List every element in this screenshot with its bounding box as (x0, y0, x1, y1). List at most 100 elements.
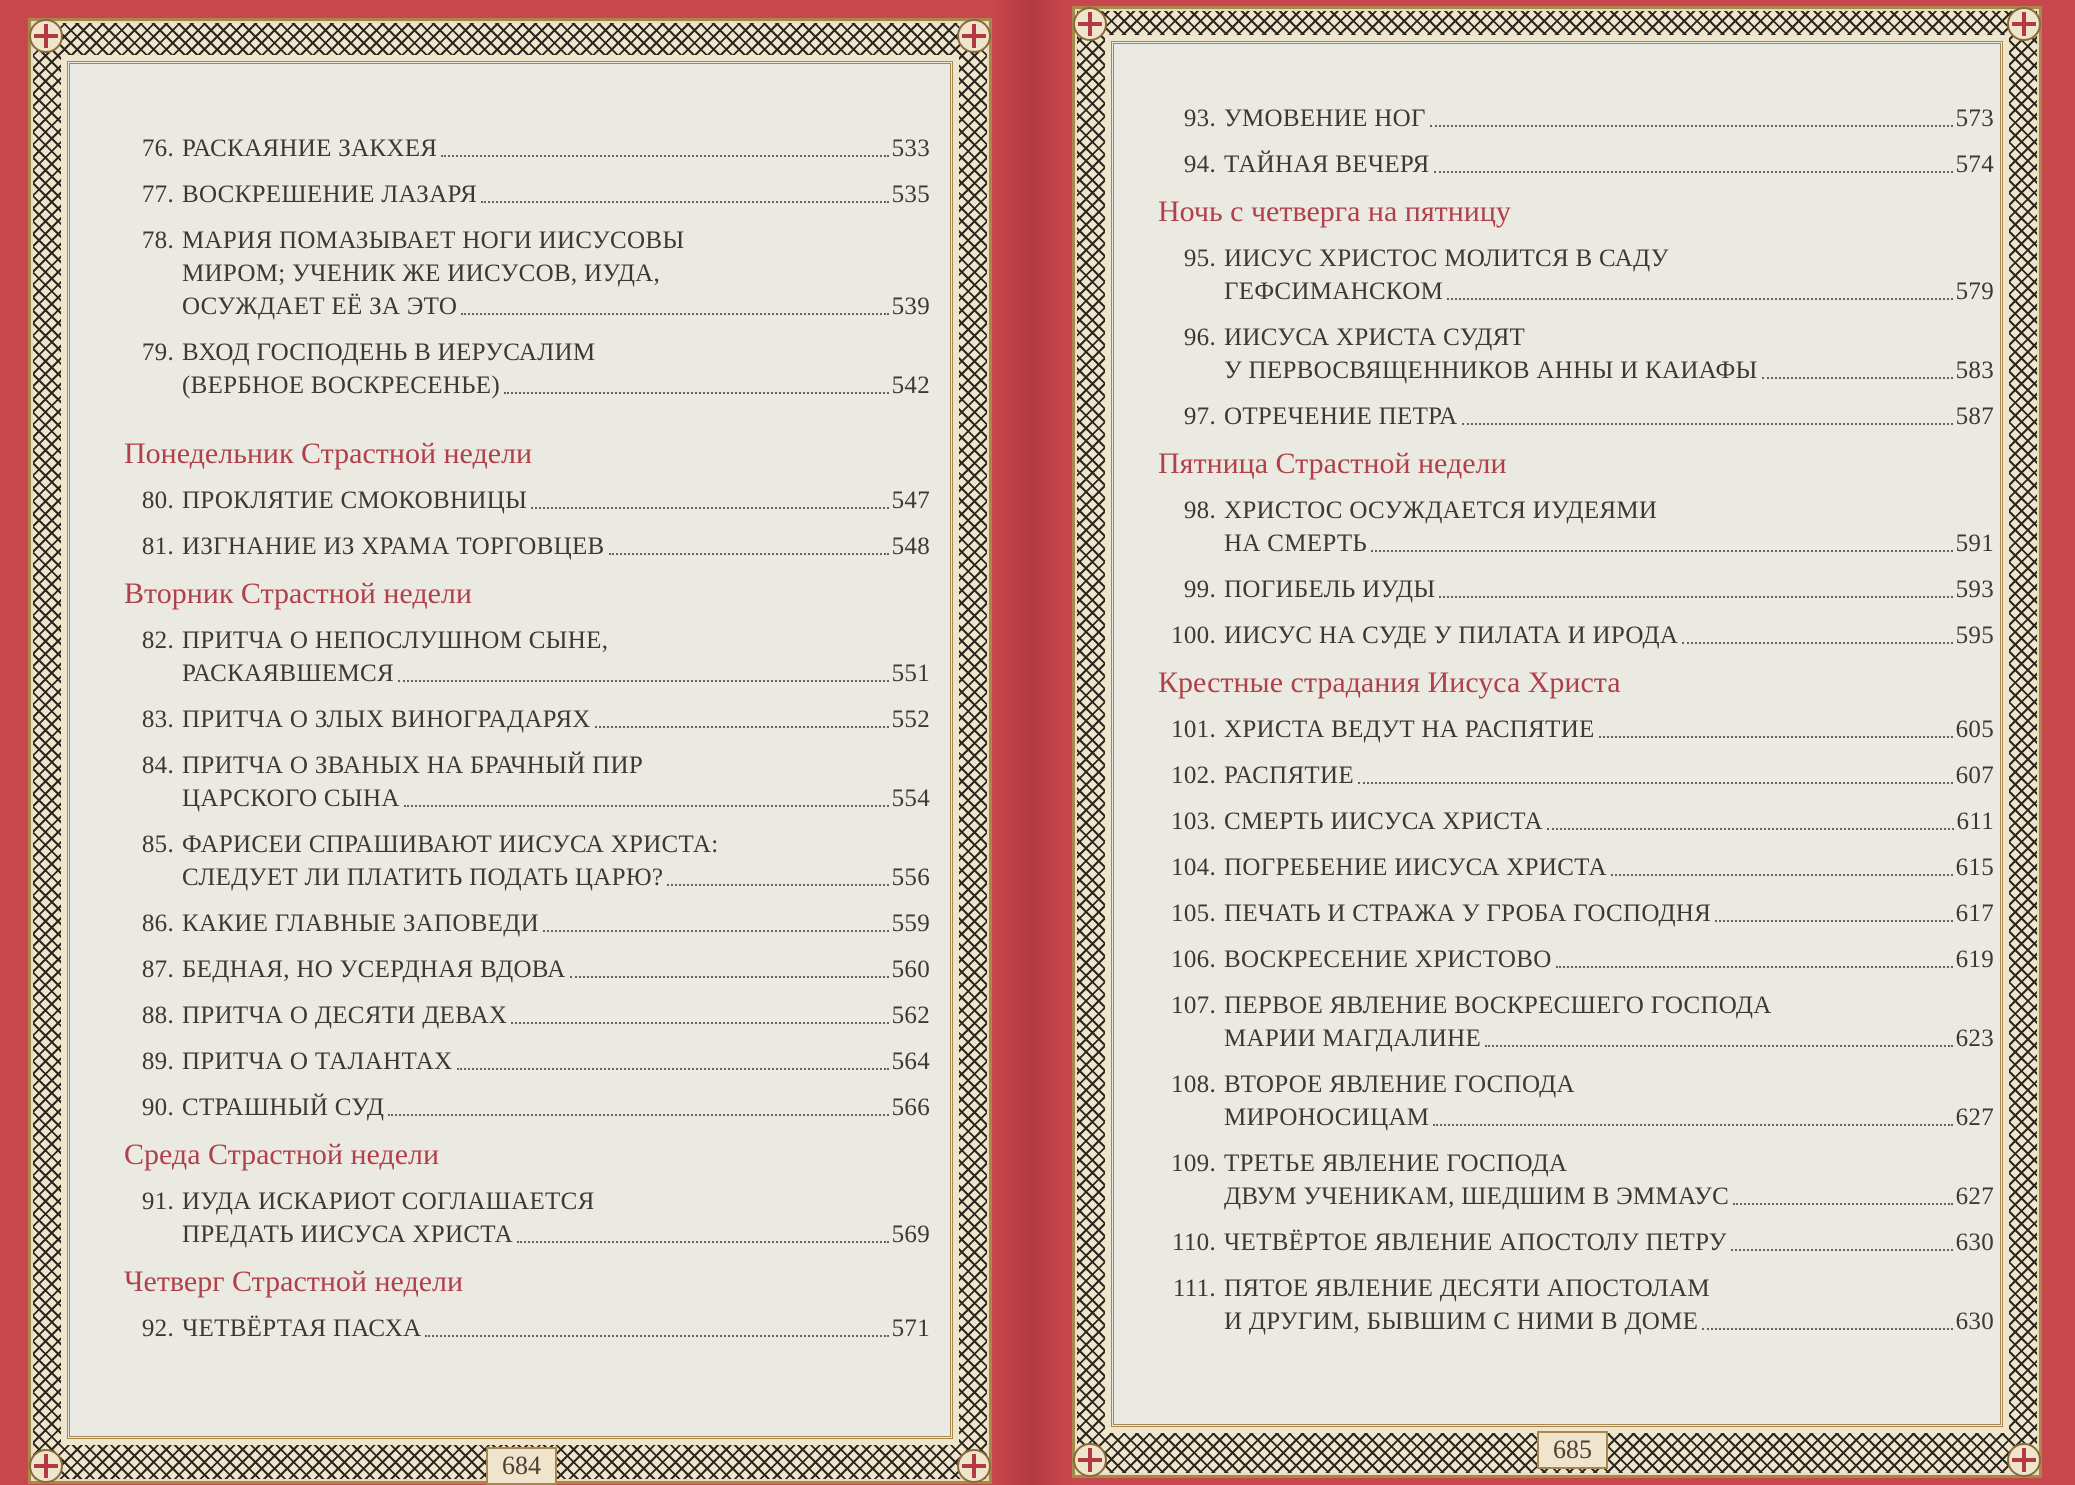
toc-entry[interactable]: 105. ПЕЧАТЬ И СТРАЖА У ГРОБА ГОСПОДНЯ 617 (1164, 897, 1994, 930)
entry-number: 87. (141, 956, 174, 983)
entry-title-line: ТАЙНАЯ ВЕЧЕРЯ 574 (1224, 148, 1994, 181)
entry-title-text: ПОГРЕБЕНИЕ ИИСУСА ХРИСТА (1224, 854, 1607, 881)
entry-page-number: 611 (1956, 808, 1994, 835)
dot-leader (1730, 1249, 1953, 1251)
entry-title-line: ЧЕТВЁРТОЕ ЯВЛЕНИЕ АПОСТОЛУ ПЕТРУ 630 (1224, 1226, 1994, 1259)
toc-entry[interactable]: 82. ПРИТЧА О НЕПОСЛУШНОМ СЫНЕ, РАСКАЯВШЕМС… (130, 624, 930, 690)
dot-leader (1371, 550, 1953, 552)
entry-page-number: 615 (1955, 854, 1994, 881)
entry-number: 102. (1171, 762, 1216, 789)
entry-title-line: ПРИТЧА О ТАЛАНТАХ 564 (182, 1045, 930, 1078)
toc-entry[interactable]: 93. УМОВЕНИЕ НОГ 573 (1164, 102, 1994, 135)
entry-title: ПЯТОЕ ЯВЛЕНИЕ ДЕСЯТИ АПОСТОЛАМ И ДРУГИМ, … (1224, 1272, 1994, 1338)
toc-entry[interactable]: 107. ПЕРВОЕ ЯВЛЕНИЕ ВОСКРЕСШЕГО ГОСПОДА МА… (1164, 989, 1994, 1055)
entry-page-number: 560 (891, 956, 930, 983)
entry-title-text: И ДРУГИМ, БЫВШИМ С НИМИ В ДОМЕ (1224, 1308, 1699, 1335)
entry-title-line: ИЗГНАНИЕ ИЗ ХРАМА ТОРГОВЦЕВ 548 (182, 530, 930, 563)
toc-entry[interactable]: 89. ПРИТЧА О ТАЛАНТАХ 564 (130, 1045, 930, 1078)
toc-entry[interactable]: 81. ИЗГНАНИЕ ИЗ ХРАМА ТОРГОВЦЕВ 548 (130, 530, 930, 563)
toc-entry[interactable]: 100. ИИСУС НА СУДЕ У ПИЛАТА И ИРОДА 595 (1164, 619, 1994, 652)
entry-page-number: 566 (891, 1094, 930, 1121)
dot-leader (1461, 423, 1953, 425)
entry-page-number: 605 (1955, 716, 1994, 743)
toc-entry[interactable]: 95. ИИСУС ХРИСТОС МОЛИТСЯ В САДУ ГЕФСИМАНС… (1164, 242, 1994, 308)
entry-number: 95. (1183, 245, 1216, 272)
entry-title-text: НА СМЕРТЬ (1224, 530, 1368, 557)
toc-entry[interactable]: 86. КАКИЕ ГЛАВНЫЕ ЗАПОВЕДИ 559 (130, 907, 930, 940)
corner-rosette-icon (1073, 7, 1107, 41)
toc-entry[interactable]: 98. ХРИСТОС ОСУЖДАЕТСЯ ИУДЕЯМИ НА СМЕРТЬ 59… (1164, 494, 1994, 560)
entry-number: 94. (1183, 151, 1216, 178)
toc-entry[interactable]: 83. ПРИТЧА О ЗЛЫХ ВИНОГРАДАРЯХ 552 (130, 703, 930, 736)
toc-entry[interactable]: 91. ИУДА ИСКАРИОТ СОГЛАШАЕТСЯ ПРЕДАТЬ ИИСУ… (130, 1185, 930, 1251)
entry-number: 91. (141, 1188, 174, 1215)
entry-title-line: ХРИСТА ВЕДУТ НА РАСПЯТИЕ 605 (1224, 713, 1994, 746)
entry-title: УМОВЕНИЕ НОГ 573 (1224, 102, 1994, 135)
toc-entry[interactable]: 85. ФАРИСЕИ СПРАШИВАЮТ ИИСУСА ХРИСТА: СЛЕД… (130, 828, 930, 894)
entry-title-text: ИЗГНАНИЕ ИЗ ХРАМА ТОРГОВЦЕВ (182, 533, 605, 560)
dot-leader (1433, 1124, 1953, 1126)
entry-page-number: 554 (891, 785, 930, 812)
dot-leader (542, 930, 889, 932)
toc-entry[interactable]: 111. ПЯТОЕ ЯВЛЕНИЕ ДЕСЯТИ АПОСТОЛАМ И ДРУГ… (1164, 1272, 1994, 1338)
toc-entry[interactable]: 76. РАСКАЯНИЕ ЗАКХЕЯ 533 (130, 132, 930, 165)
dot-leader (1357, 782, 1953, 784)
entry-title-line: И ДРУГИМ, БЫВШИМ С НИМИ В ДОМЕ 630 (1224, 1305, 1994, 1338)
entry-page-number: 552 (891, 706, 930, 733)
entry-title-text: ВОСКРЕСЕНИЕ ХРИСТОВО (1224, 946, 1552, 973)
toc-entry[interactable]: 87. БЕДНАЯ, НО УСЕРДНАЯ ВДОВА 560 (130, 953, 930, 986)
entry-number: 90. (141, 1094, 174, 1121)
toc-entry[interactable]: 80. ПРОКЛЯТИЕ СМОКОВНИЦЫ 547 (130, 484, 930, 517)
entry-title-text: ИИСУС НА СУДЕ У ПИЛАТА И ИРОДА (1224, 622, 1679, 649)
toc-entry[interactable]: 103. СМЕРТЬ ИИСУСА ХРИСТА 611 (1164, 805, 1994, 838)
entry-title-text: ПЕЧАТЬ И СТРАЖА У ГРОБА ГОСПОДНЯ (1224, 900, 1712, 927)
toc-entry[interactable]: 110. ЧЕТВЁРТОЕ ЯВЛЕНИЕ АПОСТОЛУ ПЕТРУ 630 (1164, 1226, 1994, 1259)
entry-number: 109. (1171, 1150, 1216, 1177)
toc-entry[interactable]: 78. МАРИЯ ПОМАЗЫВАЕТ НОГИ ИИСУСОВЫ МИРОМ; … (130, 224, 930, 323)
section-heading: Четверг Страстной недели (124, 1265, 464, 1298)
dot-leader (608, 553, 889, 555)
entry-page-number: 559 (891, 910, 930, 937)
toc-entry[interactable]: 96. ИИСУСА ХРИСТА СУДЯТ У ПЕРВОСВЯЩЕННИКОВ… (1164, 321, 1994, 387)
entry-title: СМЕРТЬ ИИСУСА ХРИСТА 611 (1224, 805, 1994, 838)
book-gutter (990, 0, 1070, 1485)
entry-title-line: У ПЕРВОСВЯЩЕННИКОВ АННЫ И КАИАФЫ 583 (1224, 354, 1994, 387)
entry-title-text: МИРОМ; УЧЕНИК ЖЕ ИИСУСОВ, ИУДА, (182, 260, 661, 287)
entry-title: ХРИСТОС ОСУЖДАЕТСЯ ИУДЕЯМИ НА СМЕРТЬ 591 (1224, 494, 1994, 560)
entry-number: 80. (141, 487, 174, 514)
entry-title-line: СМЕРТЬ ИИСУСА ХРИСТА 611 (1224, 805, 1994, 838)
entry-title-line: НА СМЕРТЬ 591 (1224, 527, 1994, 560)
toc-entry[interactable]: 104. ПОГРЕБЕНИЕ ИИСУСА ХРИСТА 615 (1164, 851, 1994, 884)
toc-entry[interactable]: 97. ОТРЕЧЕНИЕ ПЕТРА 587 (1164, 400, 1994, 433)
toc-entry[interactable]: 94. ТАЙНАЯ ВЕЧЕРЯ 574 (1164, 148, 1994, 181)
dot-leader (569, 976, 889, 978)
entry-title-text: (ВЕРБНОЕ ВОСКРЕСЕНЬЕ) (182, 372, 500, 399)
toc-entry[interactable]: 88. ПРИТЧА О ДЕСЯТИ ДЕВАХ 562 (130, 999, 930, 1032)
toc-entry[interactable]: 90. СТРАШНЫЙ СУД 566 (130, 1091, 930, 1124)
toc-entry[interactable]: 109. ТРЕТЬЕ ЯВЛЕНИЕ ГОСПОДА ДВУМ УЧЕНИКАМ,… (1164, 1147, 1994, 1213)
entry-title-line: ПОГИБЕЛЬ ИУДЫ 593 (1224, 573, 1994, 606)
toc-entry[interactable]: 101. ХРИСТА ВЕДУТ НА РАСПЯТИЕ 605 (1164, 713, 1994, 746)
toc-entry[interactable]: 92. ЧЕТВЁРТАЯ ПАСХА 571 (130, 1312, 930, 1345)
entry-title: ПЕРВОЕ ЯВЛЕНИЕ ВОСКРЕСШЕГО ГОСПОДА МАРИИ … (1224, 989, 1994, 1055)
entry-page-number: 623 (1955, 1025, 1994, 1052)
entry-title-line: ЦАРСКОГО СЫНА 554 (182, 782, 930, 815)
entry-title-text: ПОГИБЕЛЬ ИУДЫ (1224, 576, 1436, 603)
entry-title-text: ЧЕТВЁРТАЯ ПАСХА (182, 1315, 422, 1342)
dot-leader (397, 680, 889, 682)
toc-entry[interactable]: 108. ВТОРОЕ ЯВЛЕНИЕ ГОСПОДА МИРОНОСИЦАМ 627 (1164, 1068, 1994, 1134)
toc-entry[interactable]: 77. ВОСКРЕШЕНИЕ ЛАЗАРЯ 535 (130, 178, 930, 211)
toc-entry[interactable]: 106. ВОСКРЕСЕНИЕ ХРИСТОВО 619 (1164, 943, 1994, 976)
dot-leader (456, 1068, 889, 1070)
toc-entry[interactable]: 99. ПОГИБЕЛЬ ИУДЫ 593 (1164, 573, 1994, 606)
entry-title: ВХОД ГОСПОДЕНЬ В ИЕРУСАЛИМ (ВЕРБНОЕ ВОСКР… (182, 336, 930, 402)
entry-page-number: 551 (891, 660, 930, 687)
toc-entry[interactable]: 79. ВХОД ГОСПОДЕНЬ В ИЕРУСАЛИМ (ВЕРБНОЕ ВО… (130, 336, 930, 402)
entry-title-text: СМЕРТЬ ИИСУСА ХРИСТА (1224, 808, 1543, 835)
entry-title-line: КАКИЕ ГЛАВНЫЕ ЗАПОВЕДИ 559 (182, 907, 930, 940)
entry-number: 111. (1172, 1275, 1216, 1302)
toc-entry[interactable]: 84. ПРИТЧА О ЗВАНЫХ НА БРАЧНЫЙ ПИР ЦАРСКОГ… (130, 749, 930, 815)
entry-title-line: РАСКАЯНИЕ ЗАКХЕЯ 533 (182, 132, 930, 165)
entry-title: КАКИЕ ГЛАВНЫЕ ЗАПОВЕДИ 559 (182, 907, 930, 940)
toc-entry[interactable]: 102. РАСПЯТИЕ 607 (1164, 759, 1994, 792)
